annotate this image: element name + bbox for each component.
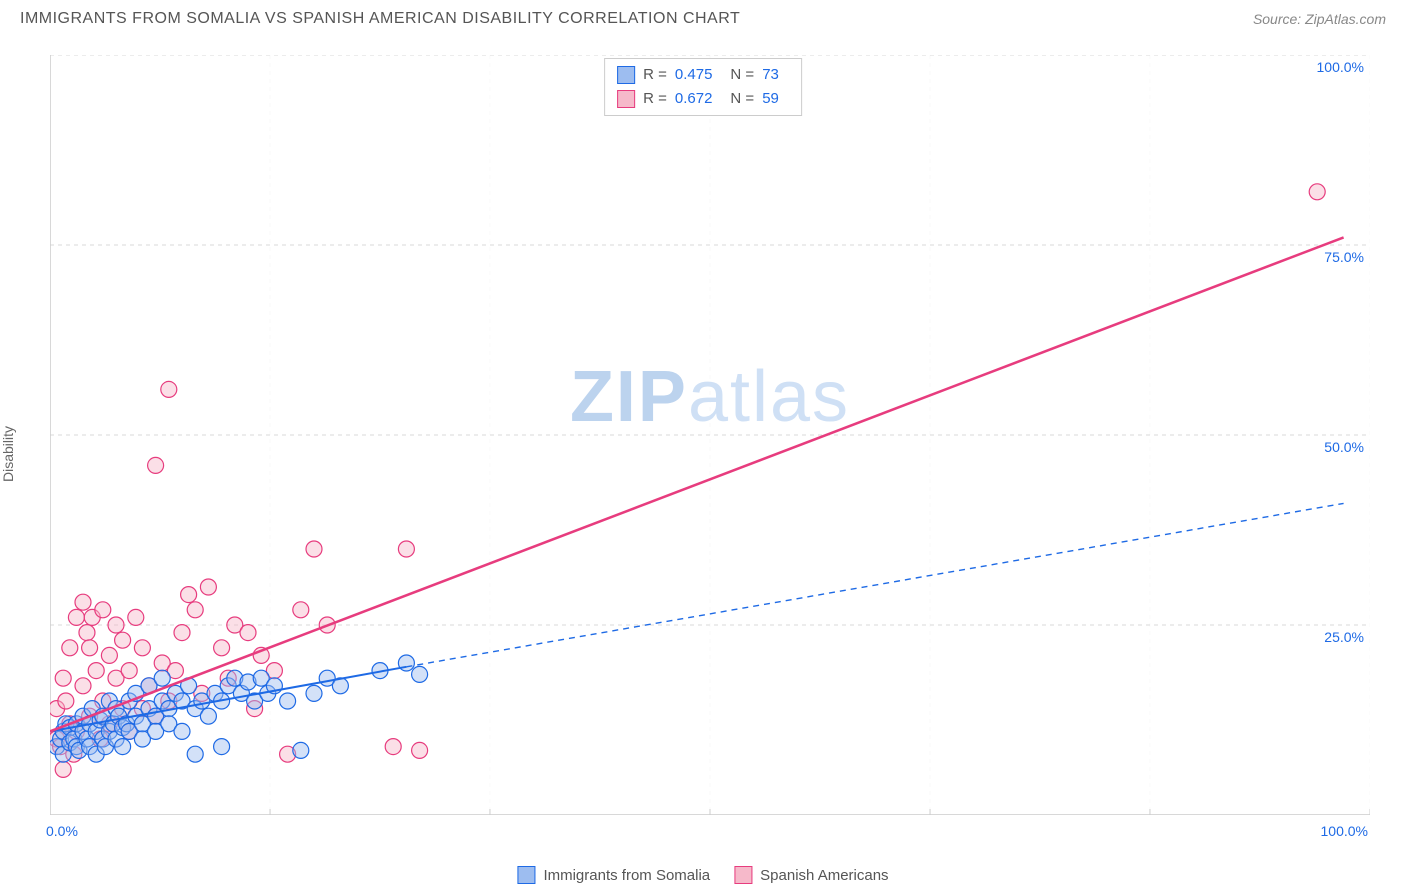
- swatch-pink: [617, 90, 635, 108]
- swatch-pink: [734, 866, 752, 884]
- y-axis-label: Disability: [0, 426, 16, 482]
- swatch-blue: [517, 866, 535, 884]
- r-label: R =: [643, 63, 667, 87]
- chart-area: ZIPatlas 25.0% 50.0% 75.0% 100.0% 0.0% 1…: [50, 55, 1370, 815]
- stats-row-pink: R = 0.672 N = 59: [617, 87, 789, 111]
- swatch-blue: [617, 66, 635, 84]
- chart-source: Source: ZipAtlas.com: [1253, 11, 1386, 27]
- n-value: 73: [762, 63, 779, 87]
- r-label: R =: [643, 87, 667, 111]
- y-tick-label: 100.0%: [1317, 59, 1364, 75]
- y-tick-label: 25.0%: [1324, 629, 1364, 645]
- series-legend: Immigrants from Somalia Spanish American…: [517, 866, 888, 884]
- r-value: 0.475: [675, 63, 713, 87]
- n-label: N =: [730, 87, 754, 111]
- r-value: 0.672: [675, 87, 713, 111]
- scatter-plot: [50, 55, 1370, 815]
- x-tick-label: 0.0%: [46, 823, 78, 839]
- legend-label: Spanish Americans: [760, 867, 888, 884]
- chart-header: IMMIGRANTS FROM SOMALIA VS SPANISH AMERI…: [0, 0, 1406, 28]
- correlation-stats-box: R = 0.475 N = 73 R = 0.672 N = 59: [604, 58, 802, 116]
- legend-label: Immigrants from Somalia: [543, 867, 710, 884]
- n-value: 59: [762, 87, 779, 111]
- n-label: N =: [730, 63, 754, 87]
- chart-title: IMMIGRANTS FROM SOMALIA VS SPANISH AMERI…: [20, 10, 740, 28]
- legend-item-pink: Spanish Americans: [734, 866, 888, 884]
- y-tick-label: 75.0%: [1324, 249, 1364, 265]
- x-tick-label: 100.0%: [1321, 823, 1368, 839]
- legend-item-blue: Immigrants from Somalia: [517, 866, 710, 884]
- y-tick-label: 50.0%: [1324, 439, 1364, 455]
- stats-row-blue: R = 0.475 N = 73: [617, 63, 789, 87]
